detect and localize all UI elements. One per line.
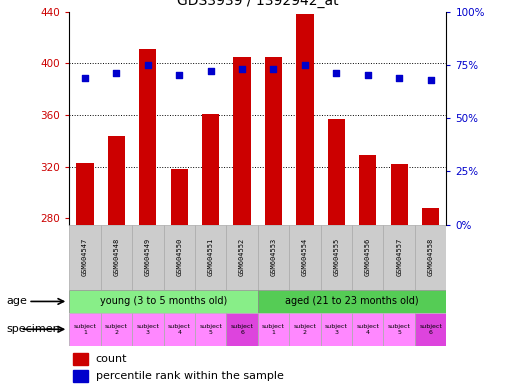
Text: GSM604555: GSM604555: [333, 238, 339, 276]
Bar: [101, 225, 132, 290]
Point: [112, 70, 121, 76]
Text: count: count: [95, 354, 127, 364]
Text: GSM604554: GSM604554: [302, 238, 308, 276]
Text: age: age: [7, 296, 28, 306]
Text: aged (21 to 23 months old): aged (21 to 23 months old): [285, 296, 419, 306]
Text: GSM604551: GSM604551: [208, 238, 213, 276]
Point: [395, 74, 403, 81]
Point: [175, 73, 183, 79]
Point: [144, 62, 152, 68]
Bar: [258, 225, 289, 290]
Bar: [69, 225, 101, 290]
Bar: [415, 225, 446, 290]
Bar: [258, 290, 446, 313]
Bar: [422, 208, 439, 225]
Bar: [132, 225, 164, 290]
Text: subject
4: subject 4: [357, 324, 379, 335]
Bar: [108, 136, 125, 225]
Point: [332, 70, 341, 76]
Bar: [226, 313, 258, 346]
Point: [426, 77, 435, 83]
Point: [301, 62, 309, 68]
Text: subject
3: subject 3: [136, 324, 159, 335]
Bar: [195, 313, 226, 346]
Point: [207, 68, 215, 74]
Bar: [226, 225, 258, 290]
Text: GSM604556: GSM604556: [365, 238, 371, 276]
Text: GSM604557: GSM604557: [396, 238, 402, 276]
Text: subject
1: subject 1: [262, 324, 285, 335]
Bar: [328, 119, 345, 225]
Bar: [321, 313, 352, 346]
Text: young (3 to 5 months old): young (3 to 5 months old): [100, 296, 227, 306]
Bar: [383, 313, 415, 346]
Bar: [297, 14, 313, 225]
Bar: [202, 114, 219, 225]
Title: GDS3939 / 1392942_at: GDS3939 / 1392942_at: [177, 0, 339, 8]
Bar: [383, 225, 415, 290]
Text: GSM604550: GSM604550: [176, 238, 182, 276]
Bar: [76, 163, 93, 225]
Text: subject
1: subject 1: [73, 324, 96, 335]
Text: percentile rank within the sample: percentile rank within the sample: [95, 371, 284, 381]
Point: [238, 66, 246, 72]
Text: subject
5: subject 5: [199, 324, 222, 335]
Bar: [139, 49, 156, 225]
Point: [364, 73, 372, 79]
Bar: [390, 164, 408, 225]
Text: GSM604558: GSM604558: [428, 238, 433, 276]
Bar: [233, 57, 251, 225]
Text: subject
2: subject 2: [293, 324, 317, 335]
Bar: [258, 313, 289, 346]
Text: GSM604549: GSM604549: [145, 238, 151, 276]
Bar: [352, 313, 383, 346]
Bar: [101, 313, 132, 346]
Text: subject
3: subject 3: [325, 324, 348, 335]
Bar: [69, 313, 101, 346]
Text: subject
5: subject 5: [388, 324, 410, 335]
Bar: [359, 155, 377, 225]
Bar: [352, 225, 383, 290]
Bar: [164, 313, 195, 346]
Text: subject
2: subject 2: [105, 324, 128, 335]
Text: specimen: specimen: [7, 324, 61, 334]
Bar: [415, 313, 446, 346]
Bar: [171, 169, 188, 225]
Bar: [265, 57, 282, 225]
Point: [81, 74, 89, 81]
Text: subject
6: subject 6: [231, 324, 253, 335]
Bar: [164, 225, 195, 290]
Bar: [132, 313, 164, 346]
Text: GSM604548: GSM604548: [113, 238, 120, 276]
Text: subject
4: subject 4: [168, 324, 191, 335]
Text: GSM604552: GSM604552: [239, 238, 245, 276]
Bar: [289, 225, 321, 290]
Bar: [195, 225, 226, 290]
Point: [269, 66, 278, 72]
Text: GSM604553: GSM604553: [270, 238, 277, 276]
Text: subject
6: subject 6: [419, 324, 442, 335]
Bar: [73, 370, 88, 382]
Text: GSM604547: GSM604547: [82, 238, 88, 276]
Bar: [321, 225, 352, 290]
Bar: [289, 313, 321, 346]
Bar: [73, 353, 88, 365]
Bar: [69, 290, 258, 313]
